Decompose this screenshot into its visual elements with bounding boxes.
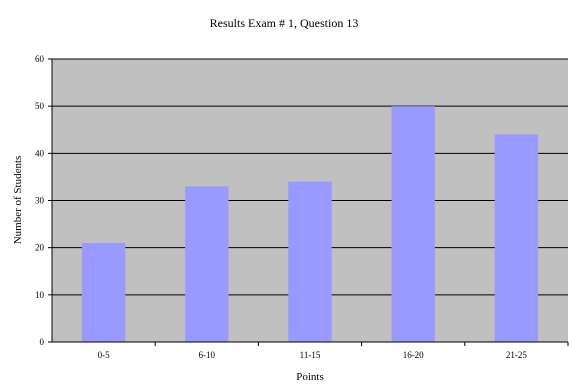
bar-1 [185,186,229,342]
bar-0 [81,242,126,342]
bar-2 [288,181,332,342]
y-axis-title: Number of Students [12,156,24,245]
x-tick-label: 21-25 [506,350,527,360]
bar-3 [391,106,435,343]
y-tick-label: 50 [35,101,45,111]
x-tick-label: 6-10 [199,350,216,360]
y-axis-ticks: 0 10 20 30 40 50 60 [35,54,52,347]
y-tick-label: 20 [35,243,45,253]
bars [81,106,539,343]
x-axis-ticks: 0-5 6-10 11-15 16-20 21-25 [98,342,569,360]
chart-title: Results Exam # 1, Question 13 [210,16,359,30]
x-tick-label: 16-20 [403,350,424,360]
y-tick-label: 0 [40,337,45,347]
y-tick-label: 40 [35,148,45,158]
x-tick-label: 0-5 [98,350,110,360]
y-tick-label: 60 [35,54,45,64]
y-tick-label: 10 [35,290,45,300]
y-tick-label: 30 [35,196,45,206]
x-axis-title: Points [296,371,324,383]
x-tick-label: 11-15 [300,350,321,360]
bar-4 [494,134,539,342]
